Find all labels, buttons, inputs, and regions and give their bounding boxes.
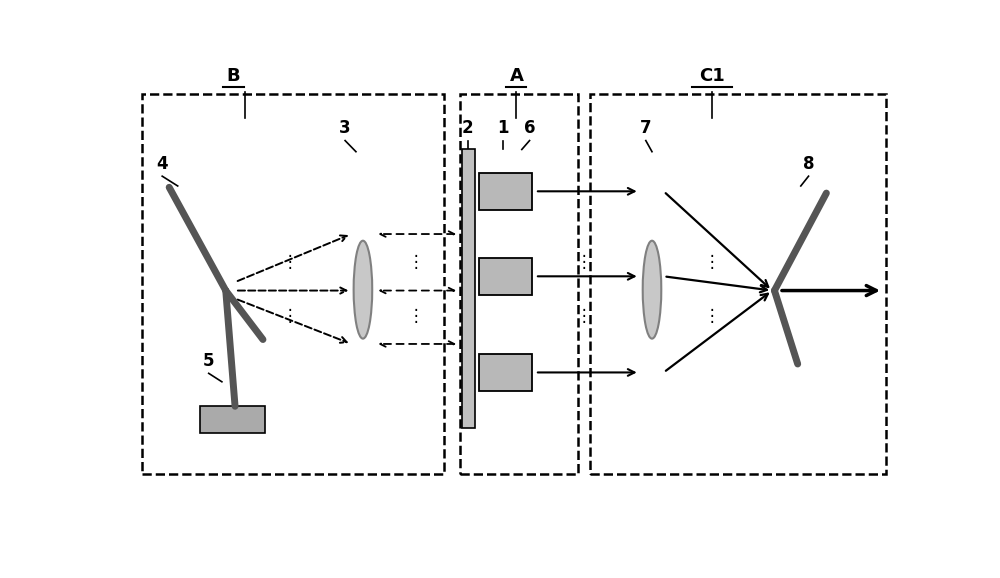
Text: C1: C1 [699, 67, 725, 85]
Text: 8: 8 [803, 154, 814, 173]
Bar [479, 258, 532, 295]
Bar [590, 94, 886, 475]
Text: 2: 2 [462, 119, 473, 137]
Text: ⋮: ⋮ [575, 253, 592, 271]
Text: ⋮: ⋮ [575, 307, 592, 325]
Ellipse shape [354, 240, 372, 339]
Text: 1: 1 [497, 119, 509, 137]
Text: B: B [227, 67, 240, 85]
Text: 3: 3 [339, 119, 351, 137]
Ellipse shape [643, 240, 661, 339]
Text: 6: 6 [524, 119, 535, 137]
Text: ⋮: ⋮ [407, 253, 424, 271]
Text: A: A [509, 67, 523, 85]
Text: ⋮: ⋮ [282, 307, 298, 325]
Text: 5: 5 [203, 352, 214, 370]
Bar [462, 150, 475, 428]
Bar [200, 406, 264, 433]
Bar [142, 94, 444, 475]
Bar [479, 354, 532, 391]
Text: 4: 4 [156, 154, 168, 173]
Text: ⋮: ⋮ [703, 253, 720, 271]
Bar [479, 173, 532, 210]
Text: ⋮: ⋮ [703, 307, 720, 325]
Bar [460, 94, 578, 475]
Text: ⋮: ⋮ [407, 307, 424, 325]
Text: 7: 7 [640, 119, 652, 137]
Text: ⋮: ⋮ [282, 253, 298, 271]
